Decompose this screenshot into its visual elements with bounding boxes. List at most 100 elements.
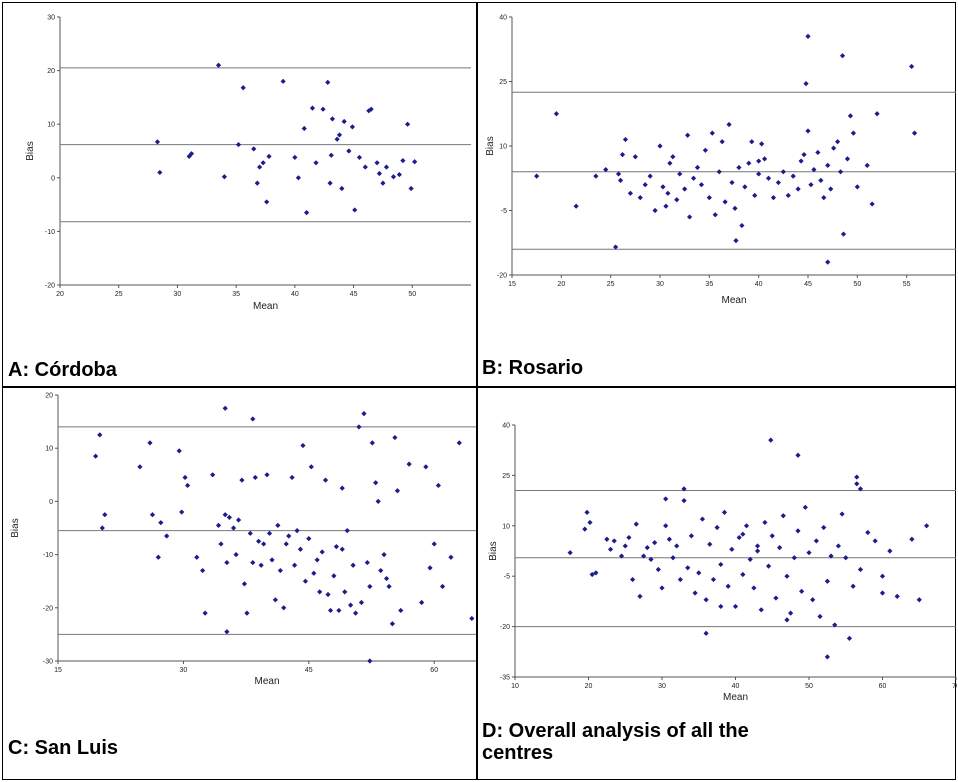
data-point bbox=[380, 180, 386, 186]
data-point bbox=[304, 210, 310, 216]
data-point bbox=[154, 139, 161, 145]
data-point bbox=[367, 658, 373, 664]
data-point bbox=[313, 160, 319, 166]
y-axis-title: Bias bbox=[485, 136, 496, 155]
y-tick-label: 10 bbox=[45, 446, 53, 453]
data-point bbox=[733, 238, 739, 244]
x-tick-label: 40 bbox=[732, 683, 740, 690]
data-point bbox=[824, 578, 830, 584]
data-point bbox=[642, 182, 648, 188]
data-point bbox=[423, 464, 429, 470]
data-point bbox=[659, 585, 665, 591]
y-tick-label: -10 bbox=[45, 229, 55, 236]
data-point bbox=[327, 607, 334, 614]
data-point bbox=[294, 528, 300, 534]
data-point bbox=[810, 597, 816, 603]
y-tick-label: -30 bbox=[43, 659, 53, 666]
data-point bbox=[694, 164, 701, 171]
data-point bbox=[718, 561, 724, 568]
data-point bbox=[633, 521, 639, 527]
data-point bbox=[157, 169, 163, 176]
data-point bbox=[230, 525, 237, 531]
data-point bbox=[412, 159, 418, 165]
data-point bbox=[587, 519, 593, 526]
data-point bbox=[795, 528, 801, 534]
data-point bbox=[258, 562, 264, 568]
data-point bbox=[250, 416, 256, 422]
data-point bbox=[663, 496, 669, 502]
y-tick-label: 25 bbox=[499, 79, 507, 86]
data-point bbox=[374, 160, 380, 166]
x-tick-label: 20 bbox=[557, 281, 565, 288]
data-point bbox=[663, 203, 669, 209]
data-point bbox=[383, 164, 390, 170]
data-point bbox=[339, 185, 345, 192]
data-point bbox=[266, 153, 272, 159]
x-tick-label: 60 bbox=[430, 667, 438, 674]
data-point bbox=[102, 512, 108, 518]
data-point bbox=[703, 630, 709, 636]
data-point bbox=[302, 578, 309, 584]
data-point bbox=[291, 562, 298, 568]
data-point bbox=[439, 583, 446, 590]
data-point bbox=[320, 106, 326, 112]
x-axis-title: Mean bbox=[254, 676, 279, 687]
data-point bbox=[732, 205, 738, 211]
data-point bbox=[394, 488, 401, 494]
y-tick-label: 40 bbox=[499, 15, 507, 22]
data-point bbox=[390, 174, 397, 180]
data-point bbox=[306, 536, 312, 542]
y-axis-title: Bias bbox=[25, 141, 36, 160]
data-point bbox=[831, 145, 837, 151]
data-point bbox=[328, 152, 334, 158]
x-tick-label: 35 bbox=[705, 281, 713, 288]
data-point bbox=[725, 583, 731, 589]
data-point bbox=[383, 575, 390, 582]
data-point bbox=[244, 610, 250, 616]
data-point bbox=[349, 124, 355, 130]
data-point bbox=[791, 555, 797, 561]
data-point bbox=[275, 522, 281, 528]
data-point bbox=[790, 173, 796, 179]
data-point bbox=[97, 432, 103, 438]
data-point bbox=[364, 559, 370, 566]
data-point bbox=[752, 192, 758, 199]
y-tick-label: -20 bbox=[43, 605, 53, 612]
data-point bbox=[361, 411, 367, 417]
data-point bbox=[93, 453, 99, 459]
data-point bbox=[817, 613, 823, 620]
panel-a-label: A: Córdoba bbox=[8, 359, 117, 381]
data-point bbox=[729, 546, 735, 552]
x-tick-label: 15 bbox=[508, 281, 516, 288]
data-point bbox=[666, 536, 672, 542]
data-point bbox=[404, 121, 411, 127]
data-point bbox=[799, 588, 805, 594]
data-point bbox=[202, 610, 208, 616]
data-point bbox=[762, 519, 768, 526]
data-point bbox=[314, 557, 320, 563]
data-point bbox=[652, 207, 658, 214]
data-point bbox=[657, 143, 663, 149]
data-point bbox=[637, 593, 643, 599]
data-point bbox=[740, 571, 746, 578]
data-point bbox=[362, 164, 368, 170]
data-point bbox=[373, 480, 379, 486]
x-tick-label: 50 bbox=[408, 291, 416, 298]
x-tick-label: 45 bbox=[350, 291, 358, 298]
data-point bbox=[756, 171, 762, 177]
y-tick-label: 10 bbox=[499, 144, 507, 151]
data-point bbox=[435, 482, 441, 489]
data-point bbox=[280, 78, 286, 84]
data-point bbox=[824, 654, 830, 660]
y-tick-label: 10 bbox=[502, 523, 510, 530]
data-point bbox=[264, 199, 270, 205]
data-point bbox=[874, 111, 880, 117]
data-point bbox=[835, 139, 841, 145]
data-point bbox=[805, 33, 811, 39]
data-point bbox=[788, 610, 794, 616]
data-point bbox=[604, 536, 610, 542]
data-point bbox=[670, 154, 676, 160]
data-point bbox=[295, 175, 301, 181]
data-point bbox=[630, 576, 636, 583]
